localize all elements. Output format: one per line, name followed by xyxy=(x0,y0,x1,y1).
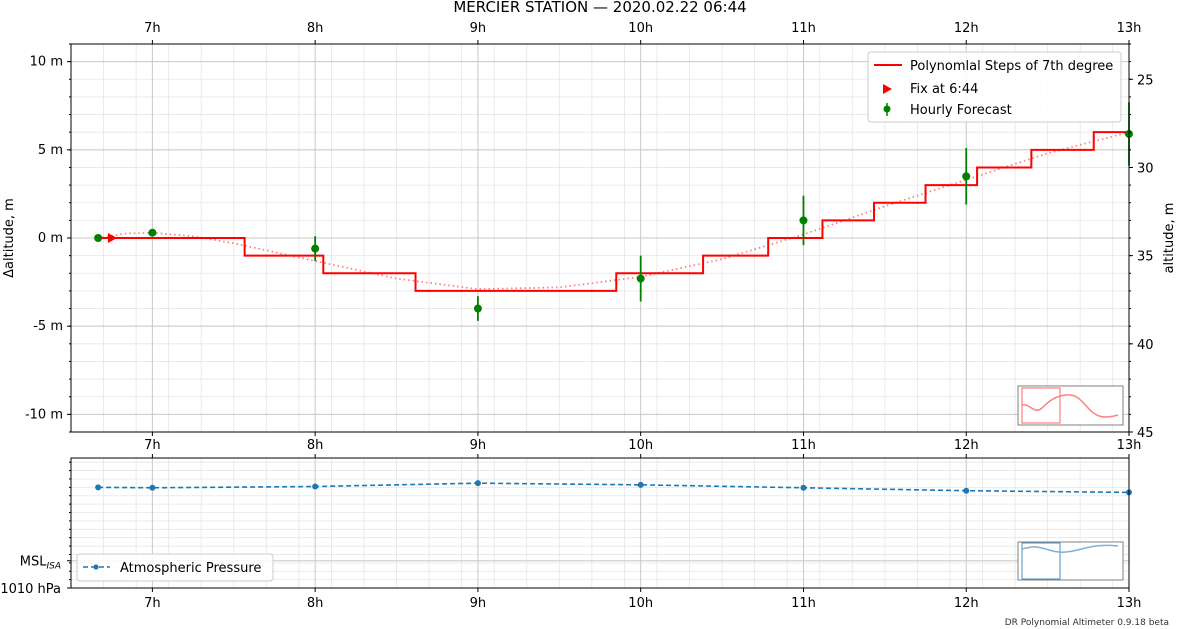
x-tick-label: 10h xyxy=(628,438,653,453)
app-version-footer: DR Polynomial Altimeter 0.9.18 beta xyxy=(1004,618,1169,628)
y-tick-label-left: -5 m xyxy=(33,319,63,334)
legend-steps-label: Polynomlal Steps of 7th degree xyxy=(910,59,1113,74)
y-tick-label: 1010 hPa xyxy=(0,582,61,597)
forecast-point xyxy=(311,244,320,253)
top-legend: Polynomlal Steps of 7th degree Fix at 6:… xyxy=(867,51,1122,123)
x-tick-label-top: 8h xyxy=(307,21,324,36)
forecast-point xyxy=(94,234,103,242)
legend-fix-label: Fix at 6:44 xyxy=(910,82,978,97)
pressure-point xyxy=(963,487,970,494)
bottom-minimap xyxy=(1017,541,1124,581)
x-tick-label: 9h xyxy=(470,596,487,611)
bottom-series xyxy=(95,480,1132,496)
legend-pressure-marker xyxy=(93,564,99,570)
forecast-point xyxy=(962,172,971,181)
x-tick-label: 11h xyxy=(791,438,816,453)
y-tick-label-right: 35 xyxy=(1137,250,1154,265)
top-grid xyxy=(70,43,1130,433)
x-tick-label-top: 10h xyxy=(628,21,653,36)
x-tick-label: 13h xyxy=(1117,438,1142,453)
pressure-point xyxy=(474,480,481,487)
y-tick-label-msl: MSLISA xyxy=(20,555,61,572)
bottom-grid xyxy=(70,458,1130,589)
x-tick-label: 13h xyxy=(1117,596,1142,611)
y-tick-label-left: -10 m xyxy=(25,407,63,422)
top-minimap xyxy=(1017,385,1124,426)
bottom-legend: Atmospheric Pressure xyxy=(76,553,274,582)
bottom-plot-frame xyxy=(70,457,1130,589)
forecast-point xyxy=(473,304,482,313)
top-plot-frame xyxy=(70,43,1130,433)
top-series xyxy=(94,102,1133,321)
x-tick-label: 8h xyxy=(307,596,324,611)
y-axis-label-left: Δaltitude, m xyxy=(2,198,17,278)
y-tick-label-right: 30 xyxy=(1137,161,1154,176)
y-tick-label-right: 25 xyxy=(1137,73,1154,88)
polynomial-curve xyxy=(97,131,1130,291)
y-tick-label-left: 0 m xyxy=(38,231,63,246)
x-tick-label-top: 13h xyxy=(1117,21,1142,36)
steps-line xyxy=(98,131,1129,292)
x-tick-label: 12h xyxy=(954,596,979,611)
x-tick-label: 7h xyxy=(144,438,161,453)
chart-title: MERCIER STATION — 2020.02.22 06:44 xyxy=(453,0,746,16)
pressure-point xyxy=(312,483,319,490)
x-tick-label: 7h xyxy=(144,596,161,611)
x-tick-label-top: 12h xyxy=(954,21,979,36)
pressure-point xyxy=(95,484,102,491)
x-tick-label-top: 7h xyxy=(144,21,161,36)
x-tick-label-top: 11h xyxy=(791,21,816,36)
x-tick-label: 10h xyxy=(628,596,653,611)
top-axes: 7h 7h 8h 8h 9h 9h 10h 10h 11h 11h 12h 12h 13h 13h 10 m… xyxy=(25,21,1154,453)
y-tick-label-left: 10 m xyxy=(30,55,63,70)
bottom-axes: 7h 8h 9h 10h 11h 12h 13h MSLISA 1010 hPa xyxy=(0,454,1141,611)
legend-forecast-marker xyxy=(883,105,891,113)
y-tick-label-right: 45 xyxy=(1137,426,1154,441)
y-axis-label-right: altitude, m xyxy=(1162,203,1177,274)
fix-marker xyxy=(107,233,117,243)
pressure-point xyxy=(800,484,807,491)
legend-pressure-label: Atmospheric Pressure xyxy=(120,561,261,576)
pressure-point xyxy=(149,484,156,491)
forecast-point xyxy=(799,216,808,225)
legend-forecast-label: Hourly Forecast xyxy=(910,103,1012,118)
x-tick-label: 11h xyxy=(791,596,816,611)
pressure-point xyxy=(637,481,644,488)
x-tick-label-top: 9h xyxy=(470,21,487,36)
forecast-point xyxy=(148,228,157,237)
forecast-point xyxy=(636,274,645,283)
x-tick-label: 8h xyxy=(307,438,324,453)
legend-fix-marker xyxy=(883,84,892,94)
y-tick-label-right: 40 xyxy=(1137,338,1154,353)
x-tick-label: 12h xyxy=(954,438,979,453)
pressure-line xyxy=(98,482,1130,494)
x-tick-label: 9h xyxy=(470,438,487,453)
y-tick-label-left: 5 m xyxy=(38,143,63,158)
